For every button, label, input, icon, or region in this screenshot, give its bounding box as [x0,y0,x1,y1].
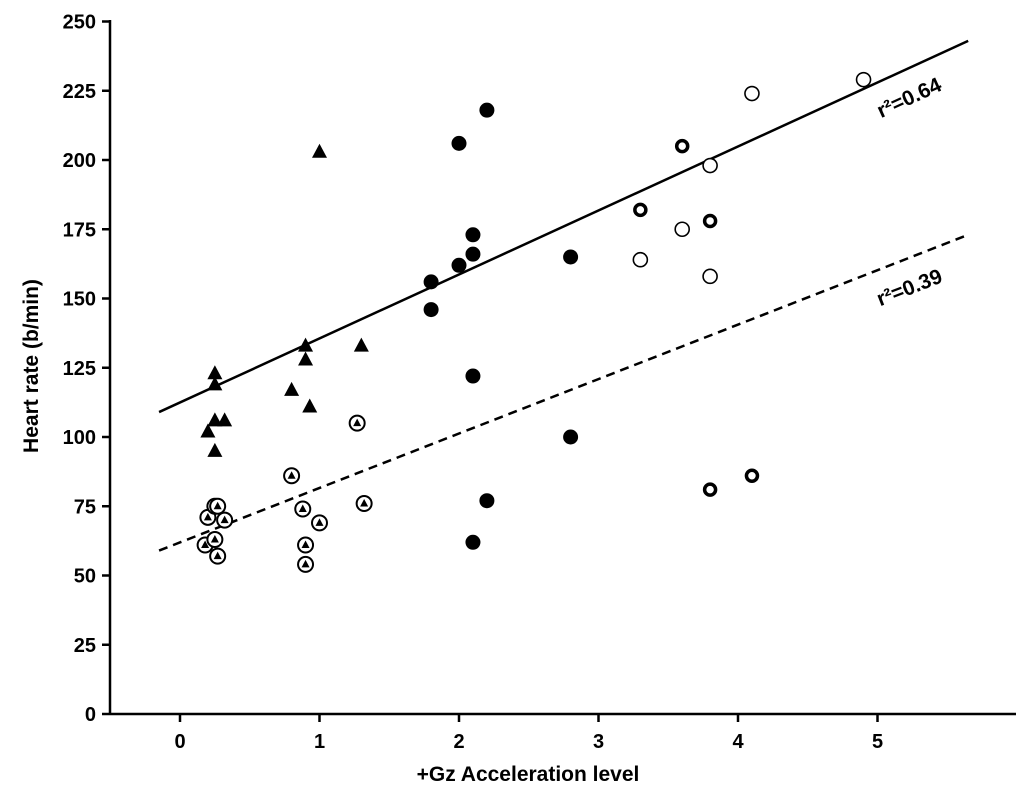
point-triangle [207,365,223,380]
point-open-circle [702,268,718,285]
y-tick-label: 200 [63,150,96,172]
point-thick-ring [633,202,648,218]
r-squared-label: r²=0.39 [874,265,946,311]
ticks: 0 25 50 75 100 125 150 175 200 225 250 0 1 2 3 4 5 [63,12,883,754]
point-filled-circle [465,246,481,262]
point-inner-triangle [298,504,307,513]
point-inner-triangle [203,512,212,521]
y-tick-label: 100 [63,427,96,449]
y-tick-label: 250 [63,12,96,34]
point-open-circle [674,221,691,238]
y-tick-label: 150 [63,289,96,311]
point-open-circle [702,157,718,174]
y-tick-label: 50 [74,566,96,588]
y-tick-label: 25 [74,635,96,657]
point-filled-circle [479,102,495,118]
y-tick-label: 225 [63,81,96,103]
point-filled-circle [563,249,579,265]
y-axis-title: Heart rate (b/min) [20,279,43,453]
point-triangle [284,381,300,396]
point-triangle [207,412,223,427]
y-tick-label: 125 [63,358,96,380]
point-circled-triangle [206,530,224,548]
point-circled-triangle [355,494,373,512]
point-open-circle [744,85,760,102]
fit-lines [158,39,969,552]
point-circled-triangle [209,547,227,565]
point-inner-triangle [353,418,362,427]
point-circled-triangle [294,500,312,518]
point-inner-triangle [210,534,219,543]
point-triangle [217,412,233,427]
point-filled-circle [451,135,467,151]
point-filled-circle [479,493,495,509]
fit-line-dashed [158,233,969,552]
point-filled-circle [563,429,579,445]
point-circled-triangle [283,467,301,485]
x-tick-label: 0 [174,731,185,753]
x-axis-title: +Gz Acceleration level [417,763,640,786]
axes [108,20,1016,716]
point-circled-triangle [311,514,328,532]
point-filled-circle [465,534,481,550]
y-tick-label: 175 [63,219,96,241]
point-circled-triangle [209,497,227,515]
point-thick-ring [674,138,690,154]
point-triangle [302,398,318,413]
point-circled-triangle [297,536,315,554]
point-circled-triangle [297,555,315,573]
point-filled-circle [423,302,439,318]
point-triangle [353,337,369,352]
y-tick-label: 0 [85,704,96,726]
point-open-circle [855,71,872,88]
point-filled-circle [451,257,467,273]
point-inner-triangle [315,518,324,526]
point-triangle [298,337,314,352]
point-inner-triangle [287,471,296,479]
point-inner-triangle [301,540,310,549]
point-triangle [207,376,223,391]
point-circled-triangle [348,414,366,432]
point-inner-triangle [213,551,222,560]
point-triangle [207,442,223,457]
point-inner-triangle [220,515,229,524]
x-tick-label: 3 [593,731,604,753]
point-thick-ring [702,213,718,229]
point-circled-triangle [216,511,234,529]
y-tick-label: 75 [74,496,96,518]
x-tick-label: 5 [872,731,883,753]
x-tick-label: 2 [453,731,464,753]
point-inner-triangle [213,501,222,510]
fit-line-solid [158,39,969,414]
point-filled-circle [465,227,481,243]
point-triangle [200,423,216,438]
point-thick-ring [702,482,718,497]
point-filled-circle [465,368,481,384]
point-open-circle [632,251,649,268]
point-inner-triangle [301,559,310,568]
point-inner-triangle [360,498,369,507]
x-tick-label: 1 [314,731,325,753]
point-inner-triangle [201,540,210,549]
point-filled-circle [423,274,439,290]
point-thick-ring [744,468,760,484]
data-points [196,71,872,573]
point-triangle [298,351,314,366]
x-tick-label: 4 [732,731,744,753]
point-triangle [312,143,327,158]
